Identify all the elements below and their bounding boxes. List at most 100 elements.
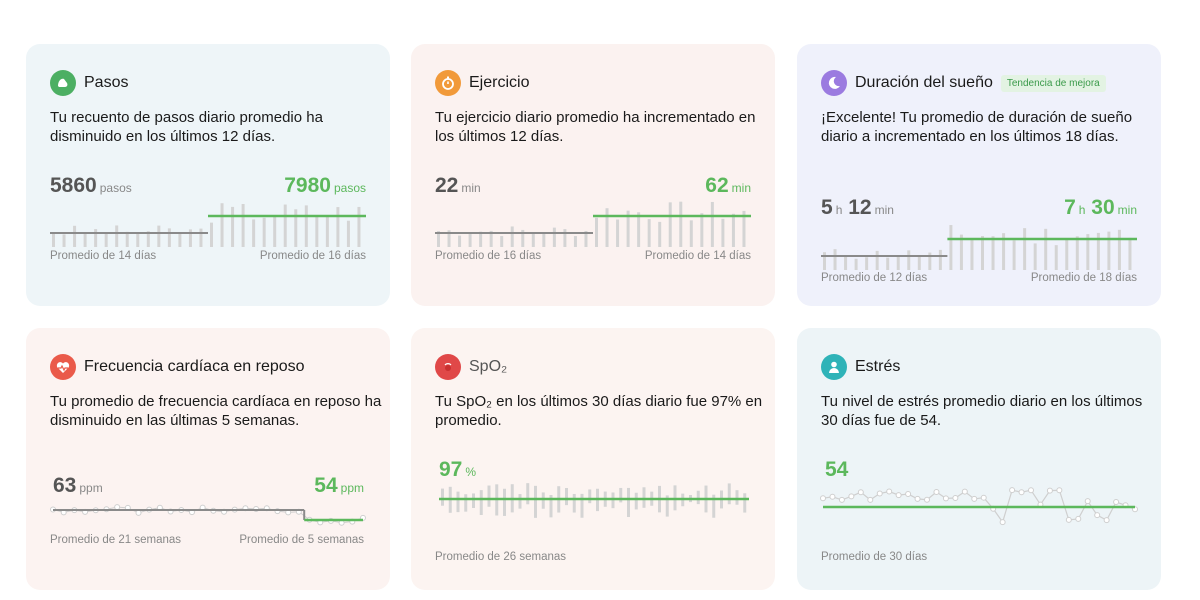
chart-bar bbox=[1002, 233, 1006, 270]
exercise-title: Ejercicio bbox=[469, 74, 530, 91]
heart-rate-header: Frecuencia cardíaca en reposo bbox=[50, 354, 305, 380]
exercise-header: Ejercicio bbox=[435, 70, 529, 96]
chart-bar bbox=[642, 487, 646, 508]
chart-bar bbox=[572, 493, 576, 513]
stress-point bbox=[1056, 487, 1063, 494]
chart-bar bbox=[531, 232, 535, 247]
improvement-trend-badge: Tendencia de mejora bbox=[1000, 74, 1106, 92]
sleep-description: ¡Excelente! Tu promedio de duración de s… bbox=[821, 109, 1133, 145]
chart-bar bbox=[73, 225, 77, 247]
stress-point bbox=[961, 488, 968, 495]
chart-bar bbox=[634, 492, 638, 510]
chart-bar bbox=[210, 222, 213, 247]
stress-point bbox=[848, 493, 855, 500]
chart-bar bbox=[605, 208, 609, 247]
chart-bar bbox=[1096, 232, 1100, 270]
chart-bar bbox=[1117, 229, 1121, 270]
stress-point bbox=[1028, 487, 1034, 494]
spo2-value: 97% bbox=[439, 458, 477, 481]
chart-bar bbox=[563, 229, 567, 247]
chart-bar bbox=[742, 210, 746, 247]
chart-bar bbox=[325, 216, 329, 247]
stress-point bbox=[829, 493, 836, 500]
chart-bar bbox=[611, 492, 615, 509]
chart-bar bbox=[743, 493, 747, 513]
chart-bar bbox=[938, 249, 942, 270]
stress-point bbox=[857, 489, 864, 496]
spo2-description: Tu SpO₂ en los últimos 30 días diario fu… bbox=[435, 393, 763, 429]
chart-bar bbox=[437, 231, 440, 247]
stress-point bbox=[952, 494, 959, 501]
resting-heart-rate-card[interactable]: Frecuencia cardíaca en reposo Tu promedi… bbox=[26, 328, 390, 590]
chart-bar bbox=[665, 495, 669, 517]
chart-bar bbox=[565, 487, 568, 506]
exercise-description: Tu ejercicio diario promedio ha incremen… bbox=[435, 109, 756, 145]
stress-point bbox=[895, 492, 902, 499]
chart-bar bbox=[1065, 239, 1069, 270]
chart-bar bbox=[580, 493, 584, 518]
chart-bar bbox=[1033, 243, 1037, 270]
exercise-card[interactable]: Ejercicio Tu ejercicio diario promedio h… bbox=[411, 44, 775, 306]
heart-rate-title: Frecuencia cardíaca en reposo bbox=[84, 358, 305, 375]
chart-bar bbox=[959, 234, 963, 270]
stress-line-chart bbox=[820, 487, 1138, 526]
stopwatch-icon bbox=[435, 70, 461, 96]
sleep-card[interactable]: Duración del sueño Tendencia de mejora ¡… bbox=[797, 44, 1161, 306]
chart-bar bbox=[62, 234, 66, 247]
chart-bar bbox=[907, 250, 911, 270]
spo2-title: SpO₂ bbox=[469, 358, 508, 375]
heart-rate-line-chart bbox=[50, 504, 366, 526]
chart-bar bbox=[875, 250, 879, 270]
stress-point bbox=[1113, 498, 1120, 505]
spo2-card[interactable]: SpO₂ Tu SpO₂ en los últimos 30 días diar… bbox=[411, 328, 775, 590]
exercise-bar-chart bbox=[435, 201, 751, 247]
stress-point bbox=[942, 495, 949, 502]
heart-icon bbox=[50, 354, 76, 380]
chart-bar bbox=[521, 229, 525, 247]
chart-bar bbox=[647, 219, 651, 247]
chart-bar bbox=[479, 490, 483, 515]
chart-bar bbox=[1054, 245, 1058, 270]
chart-bar bbox=[1044, 228, 1048, 270]
chart-bar bbox=[637, 212, 641, 247]
chart-bar bbox=[479, 231, 483, 247]
spo2-bar-chart bbox=[439, 483, 749, 518]
stress-point bbox=[999, 519, 1006, 526]
chart-bar bbox=[970, 239, 974, 270]
sleep-bar-chart bbox=[821, 225, 1137, 270]
chart-bar bbox=[458, 235, 462, 247]
stress-point bbox=[933, 489, 940, 496]
chart-bar bbox=[626, 210, 630, 247]
chart-bar bbox=[199, 228, 203, 247]
spo2-caption: Promedio de 26 semanas bbox=[435, 551, 567, 563]
chart-bar bbox=[727, 483, 731, 505]
stress-point bbox=[886, 488, 893, 495]
chart-bar bbox=[468, 234, 472, 247]
steps-description: Tu recuento de pasos diario promedio ha … bbox=[50, 109, 323, 145]
chart-bar bbox=[83, 232, 87, 247]
sleep-header: Duración del sueño Tendencia de mejora bbox=[821, 70, 1106, 96]
chart-bar bbox=[146, 231, 150, 247]
steps-title: Pasos bbox=[84, 74, 129, 91]
stress-point bbox=[924, 496, 930, 503]
chart-bar bbox=[928, 252, 932, 270]
chart-bar bbox=[315, 215, 319, 247]
stress-card[interactable]: Estrés Tu nivel de estrés promedio diari… bbox=[797, 328, 1161, 590]
steps-card[interactable]: Pasos Tu recuento de pasos diario promed… bbox=[26, 44, 390, 306]
shoe-icon bbox=[50, 70, 76, 96]
chart-bar bbox=[854, 258, 858, 270]
chart-bar bbox=[489, 230, 493, 247]
chart-bar bbox=[542, 233, 546, 247]
chart-bar bbox=[595, 217, 598, 247]
stress-point bbox=[1018, 489, 1025, 496]
chart-bar bbox=[262, 217, 266, 247]
exercise-previous-caption: Promedio de 16 días bbox=[435, 250, 542, 262]
chart-bar bbox=[616, 219, 620, 247]
chart-bar bbox=[588, 489, 592, 504]
chart-bar bbox=[125, 231, 129, 247]
chart-bar bbox=[472, 493, 475, 508]
moon-icon bbox=[821, 70, 847, 96]
chart-bar bbox=[456, 491, 460, 513]
